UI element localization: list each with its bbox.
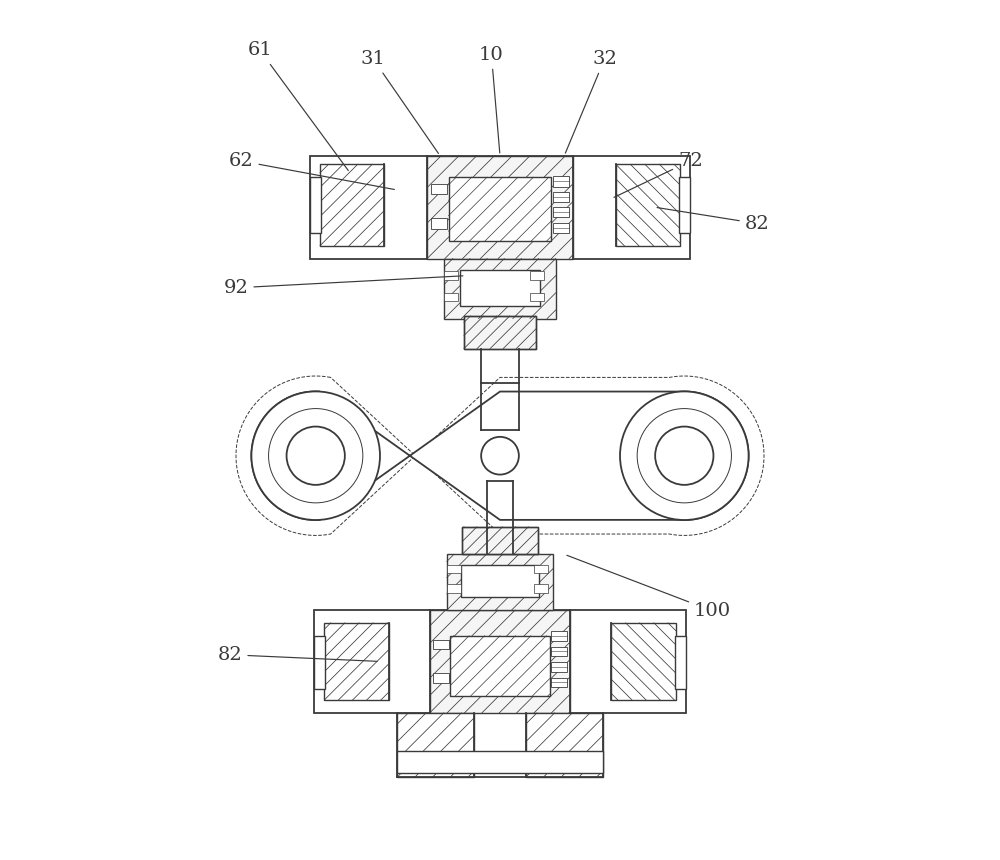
Polygon shape [433,640,449,649]
Polygon shape [551,662,567,672]
Text: 31: 31 [361,50,438,153]
Polygon shape [310,177,321,233]
Polygon shape [449,177,551,242]
Text: 82: 82 [657,207,770,232]
Text: 92: 92 [224,276,463,297]
Polygon shape [431,184,447,194]
Polygon shape [450,636,550,696]
Text: 72: 72 [614,152,703,197]
Polygon shape [320,164,384,246]
Polygon shape [461,564,539,597]
Polygon shape [534,584,548,593]
Polygon shape [447,555,553,610]
Circle shape [637,408,731,503]
Circle shape [620,391,749,520]
Polygon shape [534,564,548,573]
Polygon shape [526,713,603,777]
Polygon shape [462,527,538,555]
Polygon shape [553,207,569,218]
Polygon shape [551,678,567,687]
Polygon shape [675,636,686,689]
Polygon shape [314,636,325,689]
Text: 62: 62 [229,152,394,189]
Text: 10: 10 [479,46,504,153]
Polygon shape [553,223,569,233]
Polygon shape [551,647,567,656]
Polygon shape [464,316,536,348]
Polygon shape [427,156,573,259]
Polygon shape [444,259,556,318]
Polygon shape [397,713,474,777]
Polygon shape [616,164,680,246]
Polygon shape [251,391,749,520]
Text: 100: 100 [567,556,731,620]
Polygon shape [431,218,447,229]
Circle shape [269,408,363,503]
Circle shape [481,437,519,475]
Polygon shape [553,192,569,202]
Polygon shape [444,272,458,280]
Polygon shape [447,564,461,573]
Polygon shape [679,177,690,233]
Polygon shape [433,673,449,683]
Polygon shape [553,176,569,187]
Polygon shape [430,610,570,713]
Polygon shape [551,631,567,641]
Polygon shape [444,293,458,301]
Circle shape [251,391,380,520]
Polygon shape [324,623,389,700]
Polygon shape [397,752,603,773]
Text: 61: 61 [248,41,348,170]
Circle shape [655,427,713,485]
Text: 82: 82 [218,646,377,664]
Circle shape [287,427,345,485]
Polygon shape [530,272,544,280]
Polygon shape [460,270,540,305]
Polygon shape [447,584,461,593]
Text: 32: 32 [565,50,617,153]
Polygon shape [530,293,544,301]
Polygon shape [611,623,676,700]
